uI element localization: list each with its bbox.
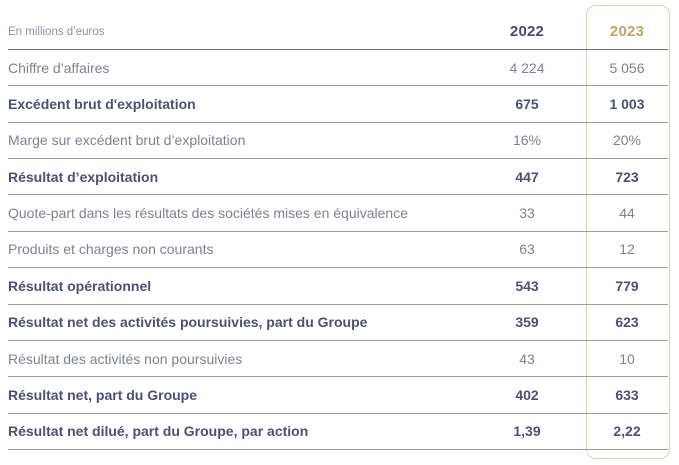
value-2022: 4 224 [509,59,545,76]
value-2022: 402 [515,386,539,403]
value-2023: 723 [615,168,639,185]
value-2023: 2,22 [613,423,641,440]
table-header-row: En millions d’euros 2022 2023 [8,0,668,50]
value-2023: 12 [619,241,635,258]
row-label: Chiffre d’affaires [8,59,110,76]
table-row: Résultat opérationnel 543 779 [8,268,668,305]
column-header-2023: 2023 [609,23,645,40]
table-row: Chiffre d’affaires 4 224 5 056 [8,50,668,87]
value-2022: 447 [515,168,539,185]
value-2022: 63 [519,241,535,258]
table-row: Marge sur excédent brut d’exploitation 16… [8,123,668,160]
value-2022: 1,39 [513,423,541,440]
value-2022: 16% [512,132,542,149]
value-2022: 43 [519,350,535,367]
value-2023: 623 [615,314,639,331]
value-2023: 633 [615,386,639,403]
row-label: Excédent brut d'exploitation [8,96,196,113]
table-row: Résultat net dilué, part du Groupe, par … [8,414,668,450]
table-row: Produits et charges non courants 63 12 [8,232,668,269]
value-2022: 543 [515,277,539,294]
row-label: Résultat des activités non poursuivies [8,350,243,367]
value-2023: 779 [615,277,639,294]
value-2023: 1 003 [609,96,645,113]
row-label: Résultat opérationnel [8,277,152,294]
table-row: Résultat des activités non poursuivies 43… [8,341,668,378]
table-row: Résultat d’exploitation 447 723 [8,159,668,196]
value-2023: 44 [619,205,635,222]
column-header-2022: 2022 [509,23,545,40]
table-row: Quote-part dans les résultats des sociét… [8,195,668,232]
table-row: Résultat net des activités poursuivies, … [8,305,668,341]
table-body: Chiffre d’affaires 4 224 5 056 Excédent bru… [8,50,668,450]
row-label: Résultat net des activités poursuivies, … [8,314,368,331]
value-2022: 33 [519,205,535,222]
value-2023: 20% [612,132,642,149]
table-row: Excédent brut d'exploitation 675 1 003 [8,86,668,123]
row-label: Quote-part dans les résultats des sociét… [8,205,408,222]
row-label: Résultat d’exploitation [8,168,159,185]
unit-label: En millions d’euros [8,25,105,38]
row-label: Produits et charges non courants [8,241,214,258]
table-row: Résultat net, part du Groupe 402 633 [8,377,668,414]
value-2022: 359 [515,314,539,331]
value-2023: 10 [619,350,635,367]
row-label: Résultat net dilué, part du Groupe, par … [8,423,309,440]
value-2022: 675 [515,96,539,113]
value-2023: 5 056 [609,59,645,76]
row-label: Marge sur excédent brut d’exploitation [8,132,246,149]
row-label: Résultat net, part du Groupe [8,386,198,403]
column-2023-highlight-box [586,5,670,459]
financial-results-table: En millions d’euros 2022 2023 Chiffre d’… [8,0,668,450]
